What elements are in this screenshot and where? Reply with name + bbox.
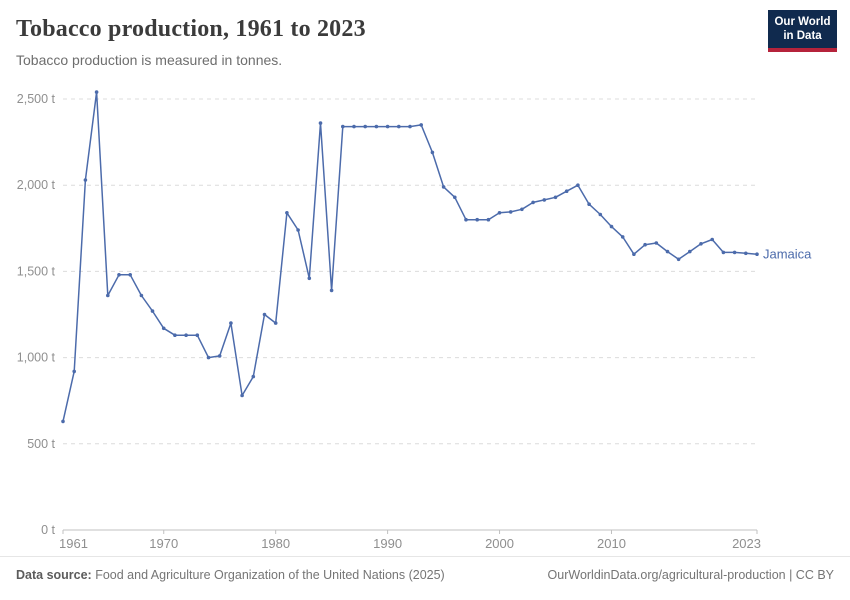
- data-point: [576, 183, 580, 187]
- data-point: [296, 228, 300, 232]
- data-point: [184, 333, 188, 338]
- data-point: [397, 124, 401, 129]
- data-point: [609, 224, 614, 229]
- y-axis-tick-label: 1,500 t: [17, 264, 56, 278]
- data-point: [654, 241, 659, 245]
- series-label-jamaica[interactable]: Jamaica: [763, 247, 812, 262]
- data-point: [385, 124, 390, 129]
- data-point: [307, 276, 312, 281]
- data-point: [318, 121, 323, 125]
- data-point: [273, 321, 278, 325]
- data-point: [710, 237, 714, 242]
- owid-logo-line2: in Data: [783, 30, 822, 43]
- data-point: [542, 198, 547, 202]
- data-point: [453, 195, 457, 200]
- data-point: [564, 189, 569, 193]
- data-point: [598, 212, 603, 217]
- x-axis-tick-label: 1990: [373, 536, 402, 551]
- data-point: [94, 90, 99, 94]
- data-point: [755, 252, 759, 256]
- data-point: [475, 217, 480, 222]
- x-axis-tick-label: 2023: [732, 536, 761, 551]
- x-axis-tick-label: 1970: [149, 536, 178, 551]
- data-point: [486, 217, 491, 222]
- data-point: [217, 354, 222, 358]
- line-chart: 0 t 500 t 1,000 t 1,500 t 2,000 t 2,500 t 1961…: [17, 90, 812, 551]
- data-point: [721, 250, 726, 255]
- data-point: [643, 242, 647, 247]
- footer: Data source: Food and Agriculture Organi…: [16, 568, 834, 582]
- footer-divider: [0, 556, 850, 557]
- data-point: [363, 124, 368, 129]
- data-point: [408, 124, 412, 129]
- data-point: [150, 309, 155, 313]
- data-point: [61, 419, 65, 424]
- x-axis-tick-label: 1980: [261, 536, 290, 551]
- data-point: [195, 333, 200, 338]
- data-source-label: Data source:: [16, 568, 92, 582]
- y-axis-tick-label: 2,500 t: [17, 92, 56, 106]
- data-point: [699, 242, 703, 246]
- data-point: [632, 252, 636, 256]
- data-point: [329, 288, 334, 293]
- data-line-jamaica: [62, 91, 758, 423]
- data-point: [240, 393, 244, 398]
- data-point: [419, 123, 424, 127]
- data-point: [430, 150, 435, 155]
- owid-logo[interactable]: Our World in Data: [768, 10, 837, 52]
- owid-logo-line1: Our World: [774, 16, 831, 28]
- data-point: [139, 293, 144, 298]
- owid-logo-redbar: [768, 47, 837, 52]
- owid-logo-text: Our World in Data: [768, 10, 837, 48]
- data-point: [620, 235, 625, 239]
- x-axis-tick-label: 1961: [59, 536, 88, 551]
- y-axis-tick-label: 0 t: [41, 523, 55, 537]
- data-point: [744, 251, 748, 256]
- data-point: [553, 195, 558, 200]
- y-axis-tick-label: 500 t: [27, 437, 55, 451]
- data-point: [665, 249, 670, 254]
- y-axis-tick-label: 2,000 t: [17, 178, 56, 192]
- data-point: [520, 207, 524, 212]
- page-subtitle: Tobacco production is measured in tonnes…: [16, 52, 283, 68]
- data-point: [161, 326, 166, 331]
- data-point: [732, 250, 737, 255]
- data-source-text: Food and Agriculture Organization of the…: [91, 568, 445, 582]
- data-point: [128, 273, 132, 277]
- data-point: [374, 124, 379, 129]
- data-point: [83, 178, 88, 182]
- data-point: [464, 217, 468, 222]
- data-point: [206, 355, 211, 360]
- data-point: [688, 249, 692, 254]
- data-point: [262, 312, 267, 317]
- data-point: [497, 211, 502, 215]
- data-point: [106, 293, 110, 298]
- x-axis-tick-label: 2000: [485, 536, 514, 551]
- data-point: [72, 369, 76, 374]
- page-title: Tobacco production, 1961 to 2023: [16, 16, 366, 42]
- data-point: [229, 321, 233, 325]
- data-point: [531, 200, 535, 205]
- data-point: [117, 273, 121, 277]
- data-point: [587, 202, 591, 206]
- data-point: [352, 124, 356, 129]
- data-point: [251, 374, 256, 379]
- footer-link[interactable]: OurWorldinData.org/agricultural-producti…: [547, 568, 834, 582]
- data-point: [676, 257, 681, 262]
- data-point: [441, 185, 446, 189]
- data-point: [285, 211, 289, 215]
- data-point: [508, 210, 513, 214]
- data-point: [173, 333, 177, 338]
- data-point: [341, 124, 345, 129]
- data-source-note: Data source: Food and Agriculture Organi…: [16, 568, 445, 582]
- x-axis-tick-label: 2010: [597, 536, 626, 551]
- y-axis-tick-label: 1,000 t: [17, 351, 56, 365]
